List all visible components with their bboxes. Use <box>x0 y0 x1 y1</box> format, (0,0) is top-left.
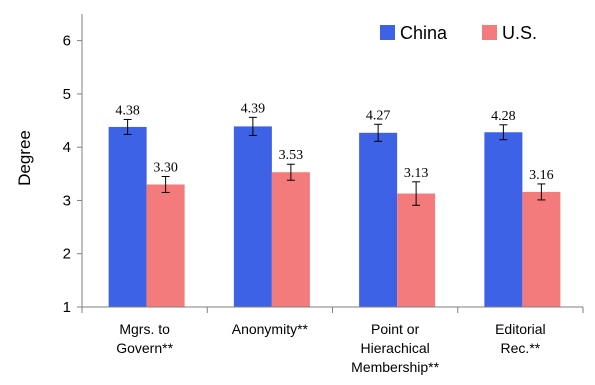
bar <box>146 184 185 307</box>
data-label: 3.16 <box>529 168 554 183</box>
y-tick-label: 2 <box>63 246 71 263</box>
x-axis: Mgrs. to Govern** Anonymity** Point or Hiera… <box>81 306 584 375</box>
bar <box>522 191 561 307</box>
x-category-label: Anonymity** <box>232 321 309 337</box>
y-axis-label: Degree <box>15 130 34 186</box>
bar <box>484 132 523 307</box>
x-category-label-line: Govern** <box>116 340 173 356</box>
x-category-label: Point or Hierachical Membership** <box>351 321 439 375</box>
legend-label: China <box>400 23 448 43</box>
y-tick-label: 1 <box>63 299 71 316</box>
data-label: 4.27 <box>366 108 391 123</box>
x-category-label: Mgrs. to Govern** <box>116 321 173 356</box>
legend-swatch <box>380 25 395 40</box>
y-tick-label: 5 <box>63 86 71 103</box>
y-tick-label: 4 <box>63 139 71 156</box>
x-category-label: Editorial Rec.** <box>495 321 546 356</box>
data-label: 3.30 <box>153 160 178 175</box>
y-tick-label: 3 <box>63 192 71 209</box>
x-category-label-line: Membership** <box>351 359 439 375</box>
data-label: 4.28 <box>491 109 516 124</box>
x-category-label-line: Point or <box>371 321 420 337</box>
bars: 4.38 3.30 4.39 3.53 4.27 3.13 4.28 3.16 <box>108 101 561 308</box>
bar <box>233 126 272 307</box>
bar <box>397 193 436 307</box>
data-label: 4.39 <box>241 101 266 116</box>
x-category-label-line: Editorial <box>495 321 546 337</box>
x-category-label-line: Rec.** <box>501 340 541 356</box>
y-axis: 1 2 3 4 5 6 <box>63 14 83 316</box>
legend: China U.S. <box>380 23 537 43</box>
y-tick-label: 6 <box>63 33 71 50</box>
x-category-label-line: Hierachical <box>361 340 430 356</box>
legend-label: U.S. <box>502 23 537 43</box>
x-category-label-line: Anonymity** <box>232 321 309 337</box>
x-category-label-line: Mgrs. to <box>119 321 170 337</box>
bar <box>271 172 310 307</box>
data-label: 4.38 <box>115 103 140 118</box>
data-label: 3.53 <box>279 148 304 163</box>
data-label: 3.13 <box>404 166 429 181</box>
bar <box>108 126 147 308</box>
bar <box>359 132 398 307</box>
legend-swatch <box>482 25 497 40</box>
